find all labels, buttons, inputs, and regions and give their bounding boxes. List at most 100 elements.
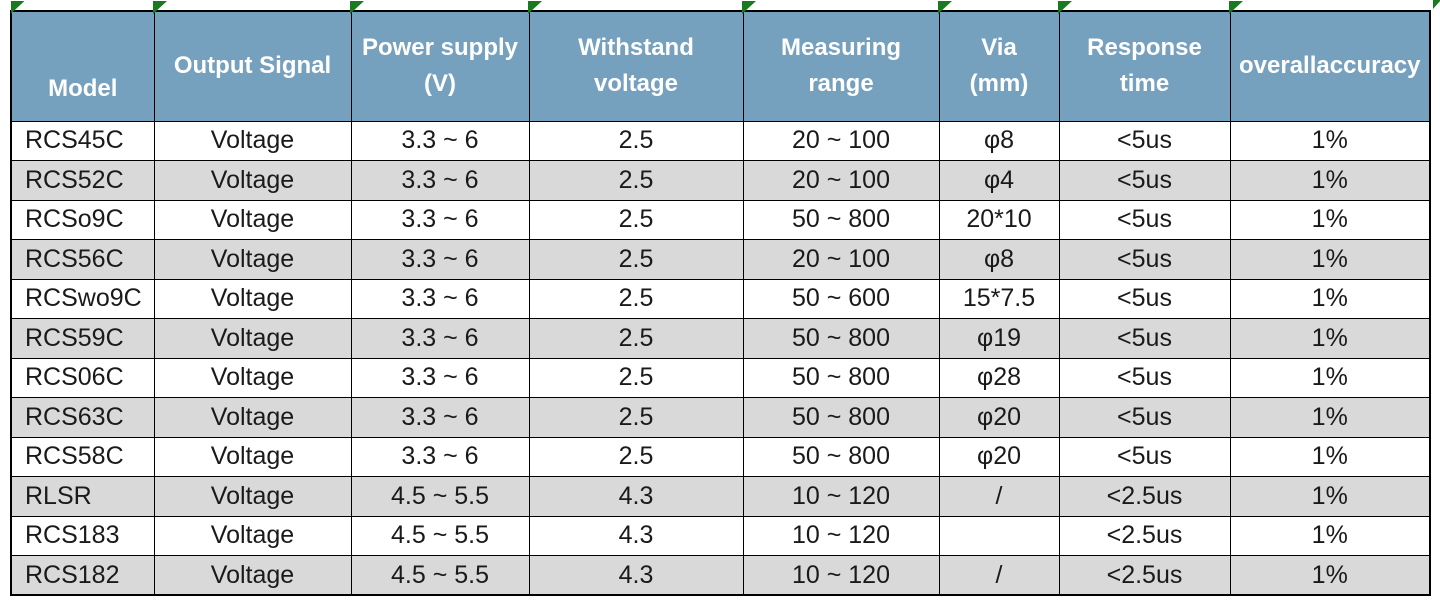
cell-model: RCS56C [10, 239, 155, 280]
cell-via [938, 515, 1060, 556]
corner-indicator-icon [1433, 0, 1440, 9]
cell-via: 15*7.5 [938, 278, 1060, 319]
cell-model: RCS06C [10, 357, 155, 398]
table-row: RCSwo9C Voltage 3.3 ~ 6 2.5 50 ~ 600 15*7.5 <5… [10, 278, 1431, 319]
cell-output-signal: Voltage [153, 515, 352, 556]
comment-indicator-icon [528, 1, 542, 14]
cell-response-time: <5us [1058, 278, 1231, 319]
comment-indicator-icon [350, 1, 364, 14]
cell-measuring-range: 10 ~ 120 [742, 515, 940, 556]
col-header-label: Model [48, 74, 118, 102]
cell-via: φ20 [938, 397, 1060, 438]
cell-power-supply: 3.3 ~ 6 [350, 199, 530, 240]
cell-model: RCSo9C [10, 199, 155, 240]
cell-measuring-range: 50 ~ 800 [742, 199, 940, 240]
cell-measuring-range: 10 ~ 120 [742, 555, 940, 596]
cell-via: φ28 [938, 357, 1060, 398]
cell-response-time: <2.5us [1058, 515, 1231, 556]
cell-withstand-voltage: 2.5 [528, 199, 744, 240]
cell-overall-accuracy: 1% [1229, 397, 1431, 438]
cell-measuring-range: 20 ~ 100 [742, 160, 940, 201]
cell-overall-accuracy: 1% [1229, 160, 1431, 201]
col-header-output-signal: Output Signal [153, 1, 352, 122]
cell-overall-accuracy: 1% [1229, 476, 1431, 517]
cell-model: RCS59C [10, 318, 155, 359]
cell-via: φ4 [938, 160, 1060, 201]
cell-withstand-voltage: 2.5 [528, 436, 744, 477]
cell-overall-accuracy: 1% [1229, 436, 1431, 477]
comment-indicator-icon [1229, 1, 1243, 14]
cell-withstand-voltage: 2.5 [528, 160, 744, 201]
cell-measuring-range: 20 ~ 100 [742, 120, 940, 161]
cell-overall-accuracy: 1% [1229, 199, 1431, 240]
cell-overall-accuracy: 1% [1229, 318, 1431, 359]
cell-power-supply: 4.5 ~ 5.5 [350, 515, 530, 556]
cell-response-time: <5us [1058, 239, 1231, 280]
cell-via: φ8 [938, 239, 1060, 280]
cell-response-time: <5us [1058, 120, 1231, 161]
comment-indicator-icon [938, 1, 952, 14]
cell-overall-accuracy: 1% [1229, 278, 1431, 319]
cell-response-time: <2.5us [1058, 476, 1231, 517]
cell-output-signal: Voltage [153, 436, 352, 477]
col-header-measuring-range: Measuring range [742, 1, 940, 122]
comment-indicator-icon [1058, 1, 1072, 14]
cell-output-signal: Voltage [153, 278, 352, 319]
cell-response-time: <2.5us [1058, 555, 1231, 596]
cell-power-supply: 3.3 ~ 6 [350, 239, 530, 280]
table-row: RCS183 Voltage 4.5 ~ 5.5 4.3 10 ~ 120 <2.5us 1… [10, 515, 1431, 556]
cell-withstand-voltage: 4.3 [528, 555, 744, 596]
col-header-overall-accuracy: overallaccuracy [1229, 1, 1431, 122]
cell-via: φ20 [938, 436, 1060, 477]
col-header-label: Measuring range [780, 34, 902, 98]
cell-via: 20*10 [938, 199, 1060, 240]
cell-model: RCS63C [10, 397, 155, 438]
col-header-label: Withstand voltage [578, 34, 694, 98]
cell-measuring-range: 50 ~ 800 [742, 397, 940, 438]
cell-model: RCS182 [10, 555, 155, 596]
cell-response-time: <5us [1058, 318, 1231, 359]
cell-output-signal: Voltage [153, 397, 352, 438]
cell-measuring-range: 50 ~ 800 [742, 357, 940, 398]
table-row: RCS45C Voltage 3.3 ~ 6 2.5 20 ~ 100 φ8 <5us 1% [10, 120, 1431, 161]
col-header-label: overallaccuracy [1239, 52, 1421, 80]
cell-withstand-voltage: 2.5 [528, 239, 744, 280]
cell-measuring-range: 50 ~ 600 [742, 278, 940, 319]
cell-power-supply: 3.3 ~ 6 [350, 436, 530, 477]
cell-model: RCSwo9C [10, 278, 155, 319]
table-row: RLSR Voltage 4.5 ~ 5.5 4.3 10 ~ 120/<2.5us 1% [10, 476, 1431, 517]
cell-power-supply: 3.3 ~ 6 [350, 397, 530, 438]
cell-model: RLSR [10, 476, 155, 517]
cell-withstand-voltage: 2.5 [528, 397, 744, 438]
col-header-label: Output Signal [173, 52, 332, 80]
header-row: Model Output Signal Power supply (V) Wit… [10, 1, 1431, 122]
cell-measuring-range: 50 ~ 800 [742, 318, 940, 359]
cell-withstand-voltage: 2.5 [528, 278, 744, 319]
cell-response-time: <5us [1058, 397, 1231, 438]
cell-measuring-range: 20 ~ 100 [742, 239, 940, 280]
col-header-label: Power supply (V) [361, 34, 519, 98]
table-row: RCS63C Voltage 3.3 ~ 6 2.5 50 ~ 800 φ20 <5us 1% [10, 397, 1431, 438]
cell-withstand-voltage: 4.3 [528, 476, 744, 517]
table-row: RCS59C Voltage 3.3 ~ 6 2.5 50 ~ 800 φ19 <5us 1% [10, 318, 1431, 359]
cell-power-supply: 3.3 ~ 6 [350, 120, 530, 161]
cell-overall-accuracy: 1% [1229, 357, 1431, 398]
cell-response-time: <5us [1058, 436, 1231, 477]
cell-withstand-voltage: 2.5 [528, 357, 744, 398]
cell-overall-accuracy: 1% [1229, 515, 1431, 556]
col-header-model: Model [10, 1, 155, 122]
col-header-label: Response time [1087, 34, 1202, 98]
table-row: RCS52C Voltage 3.3 ~ 6 2.5 20 ~ 100 φ4 <5us 1% [10, 160, 1431, 201]
cell-response-time: <5us [1058, 160, 1231, 201]
cell-output-signal: Voltage [153, 120, 352, 161]
cell-via: / [938, 555, 1060, 596]
table-body: RCS45C Voltage 3.3 ~ 6 2.5 20 ~ 100 φ8 <5us 1% R… [10, 120, 1431, 596]
table-row: RCS182 Voltage 4.5 ~ 5.5 4.3 10 ~ 120/<2.5us… [10, 555, 1431, 596]
col-header-withstand-voltage: Withstand voltage [528, 1, 744, 122]
cell-response-time: <5us [1058, 199, 1231, 240]
table-row: RCS56C Voltage 3.3 ~ 6 2.5 20 ~ 100 φ8 <5us 1% [10, 239, 1431, 280]
comment-indicator-icon [10, 1, 25, 14]
table-row: RCSo9C Voltage 3.3 ~ 6 2.5 50 ~ 800 20*10 <5us… [10, 199, 1431, 240]
cell-power-supply: 4.5 ~ 5.5 [350, 476, 530, 517]
